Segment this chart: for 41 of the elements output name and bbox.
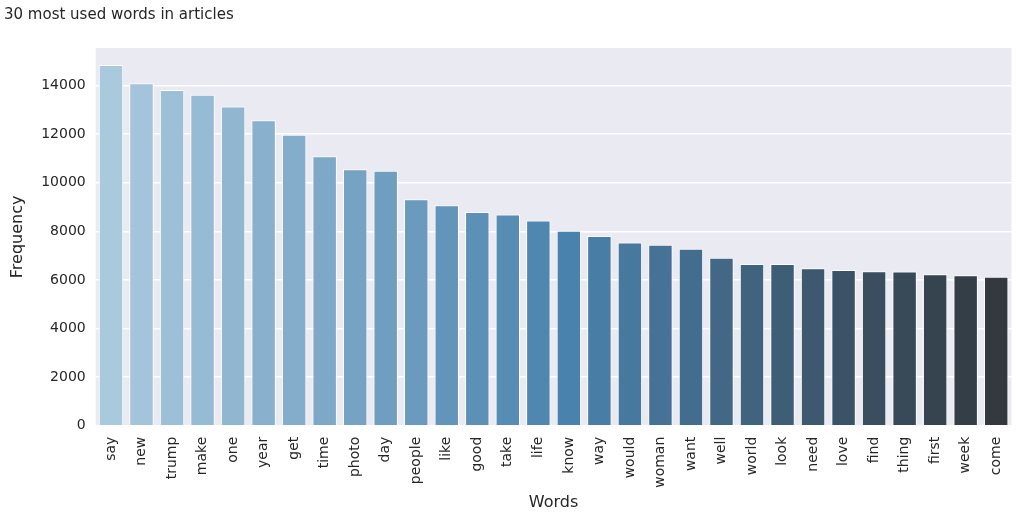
x-tick-label: well: [712, 436, 729, 465]
x-tick-label: woman: [651, 436, 668, 488]
x-tick-label: need: [803, 436, 820, 472]
y-tick-label: 6000: [50, 270, 86, 287]
x-tick-label: would: [620, 436, 637, 479]
y-tick-label: 4000: [50, 319, 86, 336]
x-tick-label: time: [315, 436, 332, 469]
x-tick-label: first: [925, 436, 942, 465]
x-tick-label: world: [742, 436, 759, 476]
x-tick-label: thing: [895, 436, 912, 473]
x-tick-label: day: [376, 436, 393, 463]
x-tick-label: photo: [345, 436, 362, 478]
y-tick-label: 12000: [41, 124, 86, 141]
x-tick-label: good: [467, 436, 484, 472]
x-tick-label: week: [956, 435, 973, 474]
y-tick-label: 0: [76, 416, 86, 433]
x-tick-label: make: [193, 436, 210, 476]
x-tick-label: look: [773, 435, 790, 466]
chart-title: 30 most used words in articles: [4, 4, 234, 23]
x-tick-label: come: [986, 436, 1003, 476]
y-tick-label: 10000: [41, 173, 86, 190]
x-tick-label: love: [834, 436, 851, 467]
x-axis-title: Words: [528, 491, 579, 511]
x-tick-label: know: [559, 436, 576, 474]
x-tick-label: life: [528, 436, 545, 459]
x-tick-label: one: [223, 436, 240, 463]
x-tick-label: find: [864, 436, 881, 464]
y-axis-title: Frequency: [6, 195, 26, 279]
y-tick-label: 2000: [50, 367, 86, 384]
x-tick-label: people: [406, 436, 423, 485]
x-tick-label: want: [681, 436, 698, 472]
x-tick-label: way: [590, 436, 607, 466]
y-tick-label: 8000: [50, 222, 86, 239]
x-tick-label: like: [437, 436, 454, 461]
x-tick-label: say: [101, 436, 118, 461]
x-tick-label: year: [254, 436, 271, 468]
x-tick-label: get: [284, 436, 301, 460]
x-tick-label: take: [498, 436, 515, 467]
y-tick-label: 14000: [41, 76, 86, 93]
x-tick-label: new: [132, 436, 149, 466]
x-tick-label: trump: [162, 436, 179, 480]
